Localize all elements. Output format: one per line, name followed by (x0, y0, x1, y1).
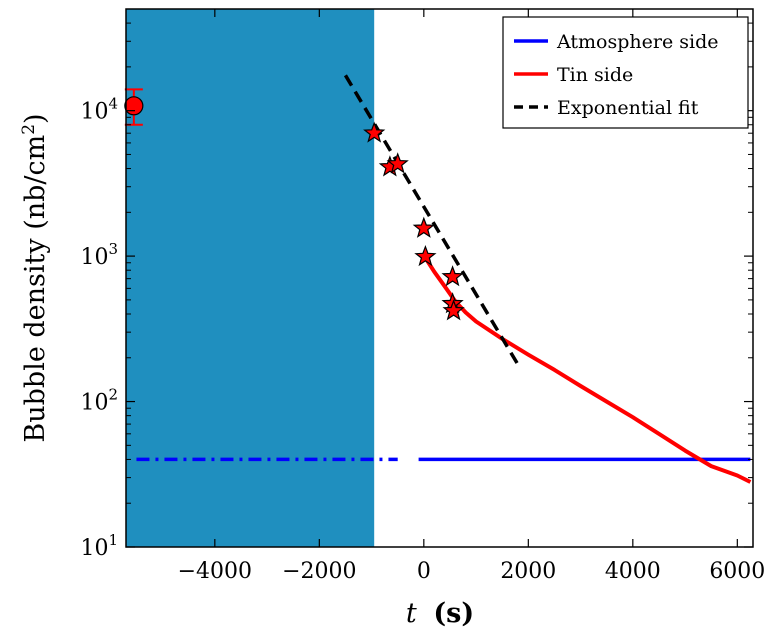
x-tick-label: −2000 (282, 559, 356, 584)
y-tick-label: 101 (80, 531, 118, 561)
x-tick-label: 2000 (500, 559, 556, 584)
x-axis-label: t (s) (406, 598, 474, 629)
star-point (363, 121, 386, 143)
x-tick-labels: −4000 −2000 0 2000 4000 6000 (178, 559, 766, 584)
y-tick-label: 103 (80, 240, 118, 270)
y-tick-label: 104 (80, 95, 118, 125)
x-tick-label: 4000 (605, 559, 661, 584)
star-point (442, 299, 465, 321)
error-bar-point (124, 96, 144, 116)
x-tick-label: 6000 (709, 559, 765, 584)
legend-label-fit: Exponential fit (557, 97, 699, 119)
y-tick-labels: 101 102 103 104 (80, 95, 118, 561)
axis-ticks (126, 8, 753, 548)
x-tick-label: 0 (417, 559, 431, 584)
star-point (386, 152, 409, 174)
star-point (414, 245, 437, 267)
tin-side-line (420, 251, 752, 484)
shaded-region (126, 9, 375, 547)
plot-frame (125, 8, 754, 548)
legend-label-tin: Tin side (557, 64, 633, 86)
star-point (441, 265, 464, 287)
legend-label-atmosphere: Atmosphere side (556, 31, 718, 53)
series-markers (124, 88, 465, 321)
legend: Atmosphere side Tin side Exponential fit (502, 16, 749, 129)
x-tick-label: −4000 (178, 559, 252, 584)
y-axis-label: Bubble density (nb/cm2) (19, 113, 51, 442)
star-point (412, 216, 435, 238)
y-tick-label: 102 (80, 386, 118, 416)
